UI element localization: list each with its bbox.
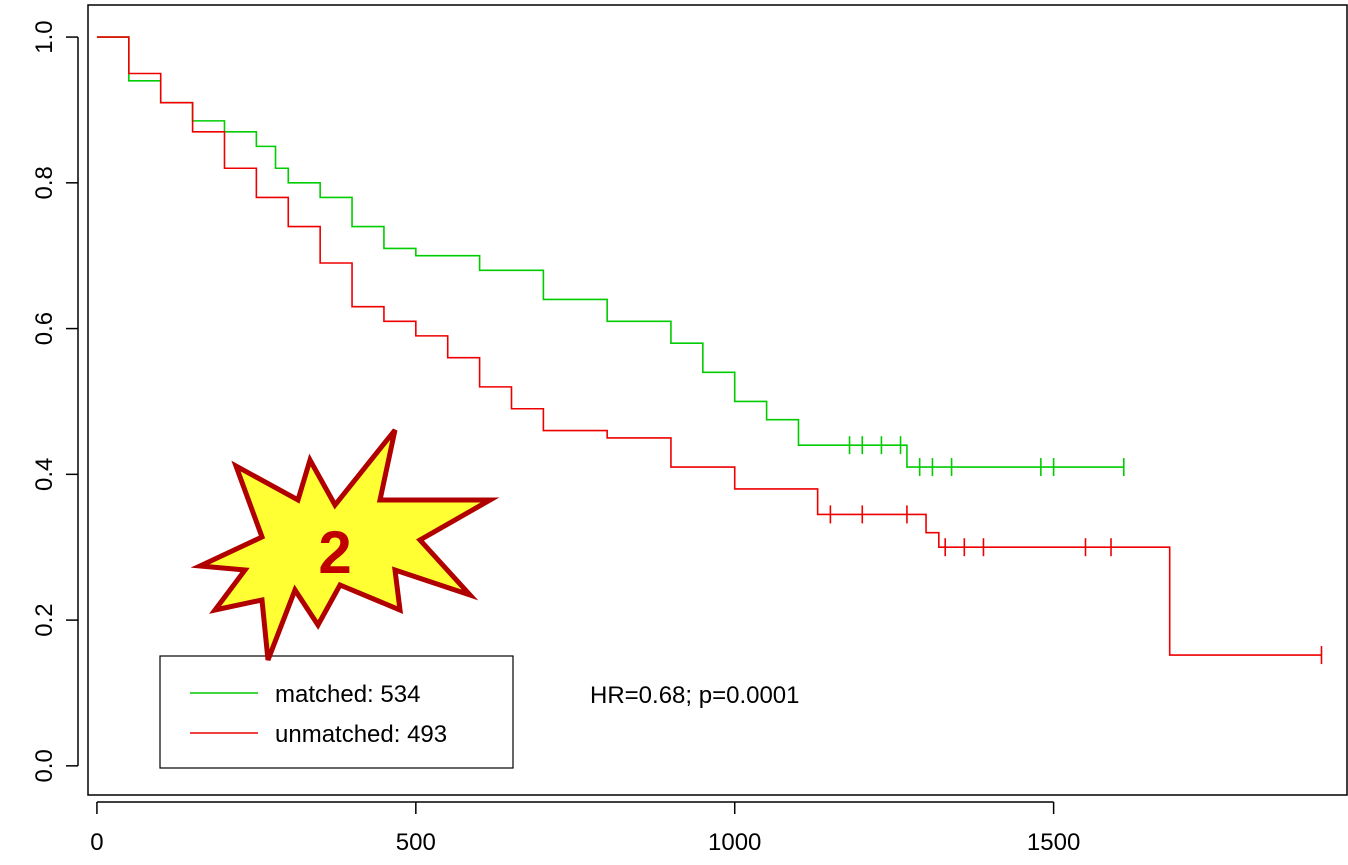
y-tick-label: 1.0 bbox=[31, 20, 58, 53]
y-tick-label: 0.6 bbox=[31, 312, 58, 345]
y-tick-label: 0.2 bbox=[31, 603, 58, 636]
x-tick-label: 1000 bbox=[708, 829, 761, 856]
survival-curve bbox=[96, 36, 1322, 656]
y-tick-label: 0.0 bbox=[31, 749, 58, 782]
badge-star bbox=[190, 428, 500, 661]
plot-frame bbox=[87, 4, 1348, 796]
x-tick-label: 0 bbox=[90, 829, 103, 856]
survival-curve bbox=[96, 36, 1124, 468]
badge: 2 bbox=[190, 428, 500, 661]
legend-label: matched: 534 bbox=[275, 681, 420, 708]
legend-label: unmatched: 493 bbox=[275, 721, 447, 748]
y-tick-label: 0.8 bbox=[31, 166, 58, 199]
x-tick-label: 500 bbox=[396, 829, 436, 856]
annotation: HR=0.68; p=0.0001 bbox=[590, 682, 800, 709]
x-tick-label: 1500 bbox=[1027, 829, 1080, 856]
badge-text: 2 bbox=[318, 519, 351, 586]
y-tick-label: 0.4 bbox=[31, 458, 58, 491]
legend-box bbox=[159, 655, 514, 769]
